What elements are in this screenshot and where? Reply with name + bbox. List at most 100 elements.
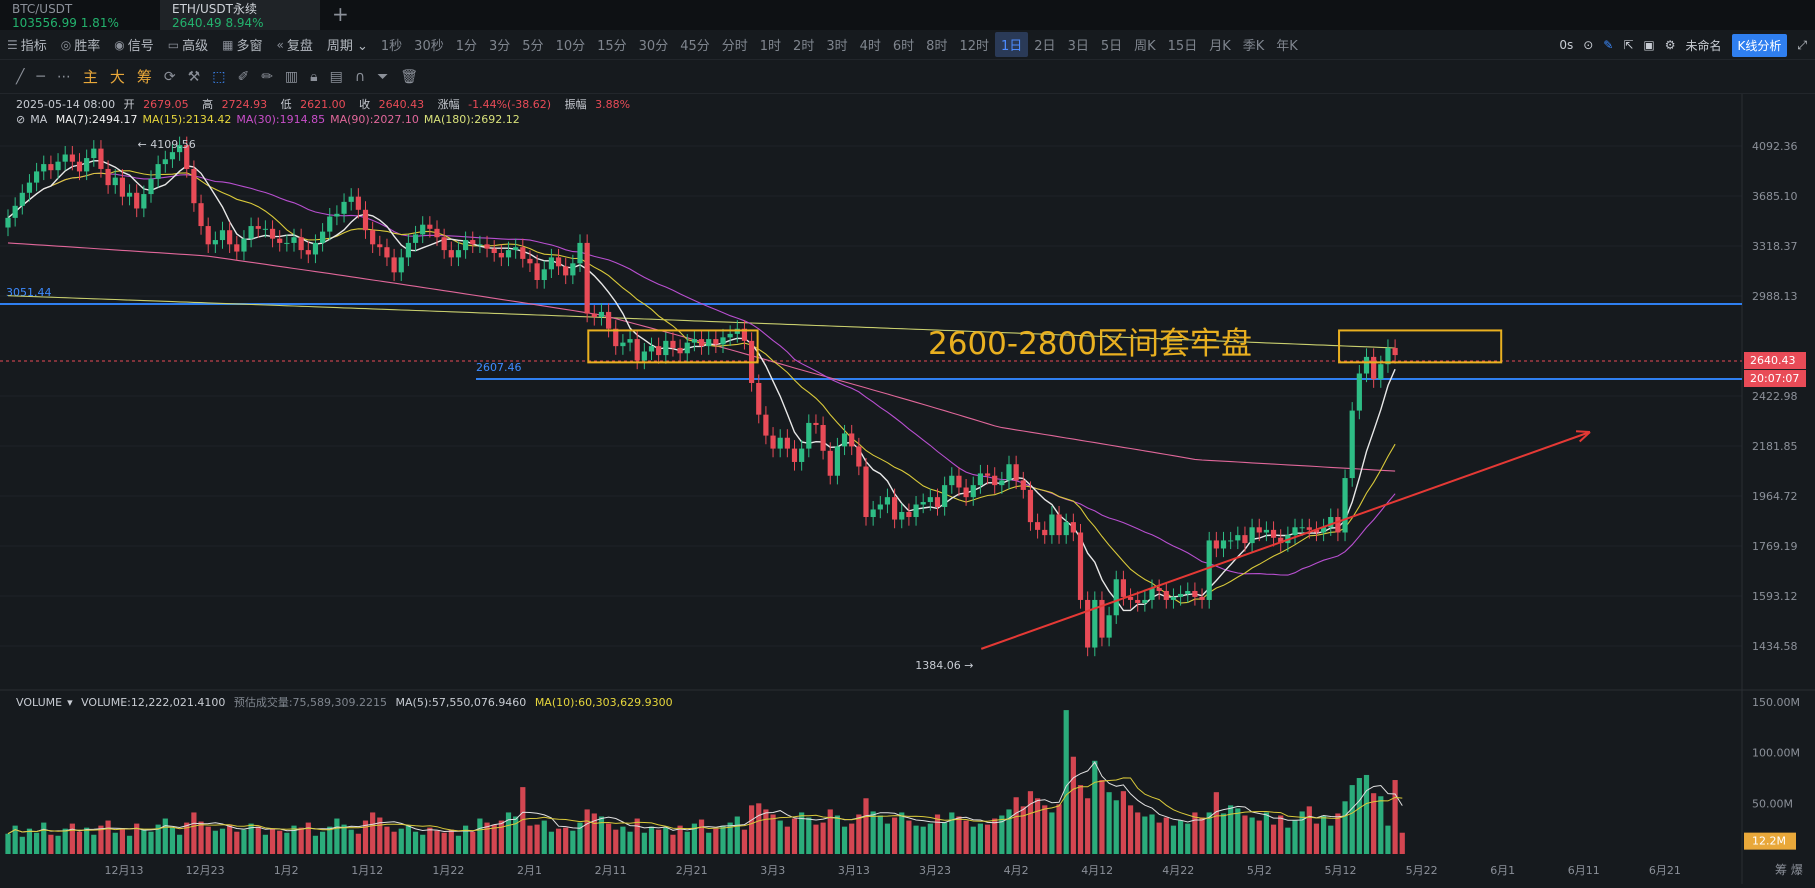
volume-bar xyxy=(1378,796,1384,854)
candle-body xyxy=(441,237,447,251)
period-月K[interactable]: 月K xyxy=(1209,39,1231,54)
period-3分[interactable]: 3分 xyxy=(489,39,511,54)
pen-icon[interactable]: ✎ xyxy=(1603,38,1614,52)
volume-bar xyxy=(5,833,11,854)
expand-icon[interactable]: ⤢ xyxy=(1797,37,1807,52)
tool-label: 复盘 xyxy=(286,39,313,54)
add-tab-button[interactable]: + xyxy=(332,2,349,26)
main-indicator-button[interactable]: 主 xyxy=(82,68,98,86)
candle-body xyxy=(1142,599,1148,603)
ai-analysis-button[interactable]: K线分析 xyxy=(1731,33,1788,57)
period-2日[interactable]: 2日 xyxy=(1034,39,1056,54)
volume-bar xyxy=(234,831,240,854)
settings-icon[interactable]: ⚙ xyxy=(1664,38,1676,52)
layout-name[interactable]: 未命名 xyxy=(1685,38,1722,53)
volume-bar xyxy=(277,830,283,854)
volume-bar xyxy=(1235,808,1241,854)
period-12时[interactable]: 12时 xyxy=(959,39,989,54)
eye-icon[interactable]: ⊘ xyxy=(16,113,26,126)
period-1秒[interactable]: 1秒 xyxy=(380,39,403,54)
volume-bar xyxy=(441,832,447,854)
period-15分[interactable]: 15分 xyxy=(597,39,627,54)
period-3时[interactable]: 3时 xyxy=(826,39,848,54)
volume-bar xyxy=(1306,806,1312,854)
big-order-button[interactable]: 大 xyxy=(109,68,125,86)
volume-title[interactable]: VOLUME xyxy=(16,696,63,709)
volume-bar xyxy=(427,827,433,854)
volume-bar xyxy=(656,829,662,854)
toolbar-tool-6[interactable]: 周期 ⌄ xyxy=(320,35,375,54)
period-4时[interactable]: 4时 xyxy=(859,39,881,54)
toolbar-tool-0[interactable]: ☰ 指标 xyxy=(0,35,54,55)
chip-distribution-button[interactable]: 筹 xyxy=(136,68,152,86)
candle-body xyxy=(648,346,655,352)
toolbar-tool-2[interactable]: ◉ 信号 xyxy=(107,35,161,55)
period-10分[interactable]: 10分 xyxy=(555,39,586,54)
period-8时[interactable]: 8时 xyxy=(926,39,948,54)
period-周K[interactable]: 周K xyxy=(1134,39,1156,54)
volume-bar xyxy=(684,831,690,854)
candle-body xyxy=(1392,347,1398,356)
filter-tool-icon[interactable]: ⏷ xyxy=(377,68,389,85)
trash-icon[interactable]: 🗑︎ xyxy=(400,68,419,85)
period-1时[interactable]: 1时 xyxy=(759,39,782,54)
period-15日[interactable]: 15日 xyxy=(1167,39,1198,54)
timer-label[interactable]: 0s xyxy=(1559,38,1574,52)
candle-body xyxy=(1299,527,1305,529)
volume-bar xyxy=(963,820,969,854)
volume-bar xyxy=(1299,811,1305,854)
layout-icon[interactable]: ▣ xyxy=(1643,38,1655,52)
candle-body xyxy=(555,257,562,267)
period-季K[interactable]: 季K xyxy=(1242,39,1265,54)
volume-bar xyxy=(62,828,68,854)
period-2时[interactable]: 2时 xyxy=(793,39,815,54)
toolbar-tool-3[interactable]: ▭ 高级 xyxy=(161,35,215,55)
ma-value: MA(30):1914.85 xyxy=(236,113,326,126)
period-30秒[interactable]: 30秒 xyxy=(414,39,444,54)
volume-bar xyxy=(734,816,740,854)
candlestick-chart[interactable]: 4092.36 3685.10 3318.37 2988.13 2422.98 2181.… xyxy=(0,94,1815,888)
period-45分[interactable]: 45分 xyxy=(680,39,710,54)
chevron-down-icon[interactable]: ▾ xyxy=(67,696,73,709)
note-tool-icon[interactable]: ▤ xyxy=(329,68,343,85)
measure-tool-icon[interactable]: ⚒ xyxy=(187,68,201,85)
low-value: 2621.00 xyxy=(300,98,346,111)
period-30分[interactable]: 30分 xyxy=(638,39,669,54)
period-1日[interactable]: 1日 xyxy=(995,32,1029,57)
tab-btc[interactable]: BTC/USDT 103556.99 1.81% xyxy=(0,0,160,30)
magnet-tool-icon[interactable]: ∩ xyxy=(354,68,366,85)
camera-icon[interactable]: ⊙ xyxy=(1583,38,1594,52)
lock-tool-icon[interactable]: 🔒︎ xyxy=(310,68,318,85)
pencil-tool-icon[interactable]: ✏ xyxy=(261,68,273,85)
toolbar-tool-1[interactable]: ◎ 胜率 xyxy=(54,35,108,55)
candle-body xyxy=(477,244,483,246)
share-icon[interactable]: ⇱ xyxy=(1623,38,1634,52)
period-1分[interactable]: 1分 xyxy=(455,39,477,54)
trendline-tool-icon[interactable]: ╱ xyxy=(16,68,25,85)
period-3日[interactable]: 3日 xyxy=(1067,39,1089,54)
volume-bar xyxy=(1049,812,1055,854)
brush-tool-icon[interactable]: ✐ xyxy=(237,68,250,85)
volume-bar xyxy=(634,818,640,854)
volume-bar xyxy=(212,830,218,854)
candle-tool-icon[interactable]: ▥ xyxy=(284,68,299,85)
select-tool-icon[interactable]: ⬚ xyxy=(212,68,226,85)
horizontal-line-tool-icon[interactable]: ─ xyxy=(36,68,45,85)
more-tools-icon[interactable]: ⋯ xyxy=(56,68,71,85)
tab-eth[interactable]: ETH/USDT永续 2640.49 8.94% xyxy=(160,0,320,30)
candle-body xyxy=(849,433,855,447)
price-tick-label: 3318.37 xyxy=(1752,240,1798,253)
volume-bar xyxy=(606,823,612,854)
period-5日[interactable]: 5日 xyxy=(1100,39,1123,54)
period-年K[interactable]: 年K xyxy=(1276,39,1298,54)
tab-price: 103556.99 xyxy=(12,16,77,30)
period-6时[interactable]: 6时 xyxy=(892,39,915,54)
toolbar-tool-5[interactable]: «复盘 xyxy=(270,35,320,55)
period-分时[interactable]: 分时 xyxy=(721,39,748,54)
period-5分[interactable]: 5分 xyxy=(522,39,544,54)
high-label: 高 xyxy=(202,98,214,111)
candle-body xyxy=(284,242,290,244)
toolbar-tool-4[interactable]: ▦ 多窗 xyxy=(215,35,269,55)
cycle-tool-icon[interactable]: ⟳ xyxy=(163,68,176,85)
volume-bar xyxy=(720,825,726,854)
